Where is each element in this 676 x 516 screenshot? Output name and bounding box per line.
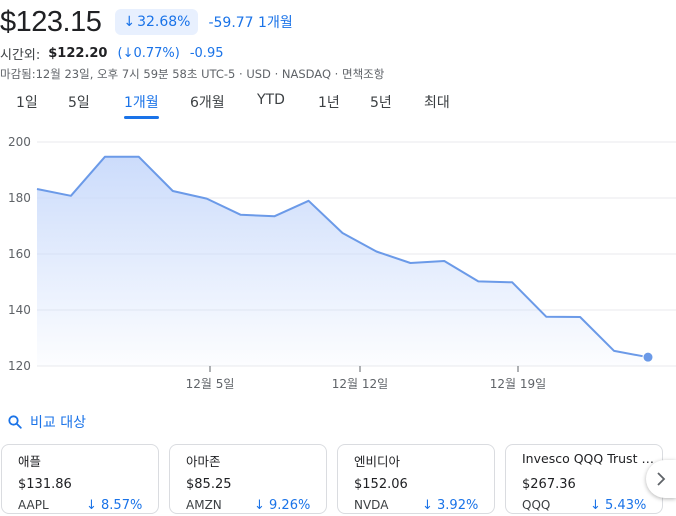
price-header: $123.15 ↓ 32.68% -59.77 1개월: [0, 2, 293, 42]
card-pct-value: 9.26%: [269, 498, 311, 513]
range-tab-1[interactable]: 5일: [68, 95, 90, 111]
after-hours-price: $122.20: [48, 46, 108, 61]
compare-card-amzn[interactable]: 아마존 $85.25 AMZN ↓ 9.26%: [169, 444, 327, 514]
last-price-point: [642, 351, 654, 363]
after-hours-pct: (↓0.77%): [117, 46, 179, 61]
y-tick-label-4: 120: [8, 359, 31, 373]
card-pct-change: ↓ 9.26%: [254, 498, 310, 513]
card-price: $267.36: [522, 477, 576, 492]
card-bottom-row: AAPL ↓ 8.57%: [18, 498, 158, 513]
card-ticker: NVDA: [354, 498, 389, 512]
card-company-name: 애플: [18, 454, 42, 469]
compare-card-qqq[interactable]: Invesco QQQ Trust Seri... $267.36 QQQ ↓ 5.4…: [505, 444, 663, 514]
card-ticker: AMZN: [186, 498, 222, 512]
abs-change: -59.77 1개월: [208, 12, 292, 32]
arrow-down-icon: ↓: [254, 498, 270, 513]
after-hours-label: 시간외:: [0, 48, 41, 63]
card-company-name: 엔비디아: [354, 454, 401, 469]
x-tick-label-2: 12월 19일: [490, 377, 546, 391]
range-tab-5[interactable]: 1년: [318, 95, 340, 111]
price-line: [36, 155, 649, 359]
card-pct-value: 5.43%: [605, 498, 647, 513]
card-ticker: AAPL: [18, 498, 49, 512]
search-icon: [8, 415, 22, 429]
compare-label: 비교 대상: [30, 415, 86, 431]
next-cards-button[interactable]: [646, 460, 676, 498]
market-status-meta: 마감됨:12월 23일, 오후 7시 59분 58초 UTC-5 · USD ·…: [0, 67, 385, 81]
range-tab-4[interactable]: YTD: [257, 92, 285, 108]
y-tick-label-1: 180: [8, 191, 31, 205]
card-ticker: QQQ: [522, 498, 551, 512]
x-tick-label-0: 12월 5일: [186, 377, 235, 391]
arrow-down-icon: ↓: [122, 46, 134, 61]
current-price: $123.15: [0, 5, 102, 38]
abs-change-value: -59.77: [208, 15, 254, 31]
range-tab-2[interactable]: 1개월: [124, 90, 159, 119]
arrow-down-icon: ↓: [123, 14, 136, 30]
after-hours-change: -0.95: [189, 46, 224, 61]
after-hours-row: 시간외: $122.20 (↓0.77%) -0.95: [0, 44, 223, 63]
card-company-name: 아마존: [186, 454, 221, 469]
card-pct-change: ↓ 5.43%: [590, 498, 646, 513]
y-tick-label-0: 200: [8, 135, 31, 149]
card-pct-change: ↓ 8.57%: [86, 498, 142, 513]
card-company-name: Invesco QQQ Trust Seri...: [522, 451, 662, 466]
compare-card-aapl[interactable]: 애플 $131.86 AAPL ↓ 8.57%: [1, 444, 159, 514]
compare-card-nvda[interactable]: 엔비디아 $152.06 NVDA ↓ 3.92%: [337, 444, 495, 514]
chevron-right-icon: [657, 472, 666, 486]
card-pct-value: 3.92%: [437, 498, 479, 513]
card-pct-change: ↓ 3.92%: [422, 498, 478, 513]
card-price: $131.86: [18, 477, 72, 492]
arrow-down-icon: ↓: [422, 498, 438, 513]
card-pct-value: 8.57%: [101, 498, 143, 513]
range-tab-6[interactable]: 5년: [370, 95, 392, 111]
compare-button[interactable]: 비교 대상: [8, 412, 86, 432]
range-tab-7[interactable]: 최대: [424, 95, 450, 111]
pct-change-badge: ↓ 32.68%: [115, 9, 199, 35]
arrow-down-icon: ↓: [86, 498, 102, 513]
after-hours-pct-value: 0.77%): [133, 46, 180, 61]
card-bottom-row: QQQ ↓ 5.43%: [522, 498, 662, 513]
price-area-fill: [37, 156, 648, 366]
card-bottom-row: NVDA ↓ 3.92%: [354, 498, 494, 513]
card-bottom-row: AMZN ↓ 9.26%: [186, 498, 326, 513]
change-period: 1개월: [258, 15, 293, 31]
after-hours-paren: (: [117, 46, 123, 61]
card-price: $85.25: [186, 477, 232, 492]
range-tab-0[interactable]: 1일: [16, 95, 38, 111]
x-tick-label-1: 12월 12일: [332, 377, 388, 391]
arrow-down-icon: ↓: [590, 498, 606, 513]
y-tick-label-3: 140: [8, 303, 31, 317]
pct-change-value: 32.68%: [137, 14, 191, 30]
compare-cards: 애플 $131.86 AAPL ↓ 8.57% 아마존 $85.25 AMZN ↓ 9.26%…: [0, 444, 676, 516]
y-tick-label-2: 160: [8, 247, 31, 261]
range-tab-3[interactable]: 6개월: [190, 95, 225, 111]
price-chart[interactable]: 200 180 160 140 120 12월 5일 12월 12일 12월 19일: [0, 128, 676, 403]
card-price: $152.06: [354, 477, 408, 492]
